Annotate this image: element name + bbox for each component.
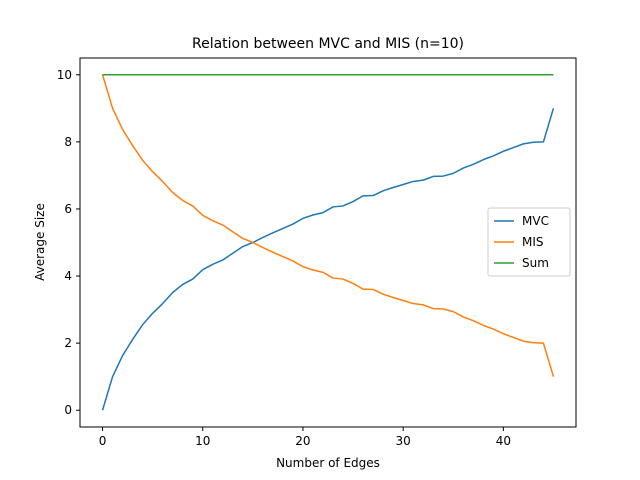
legend-label-mis: MIS: [522, 235, 544, 249]
x-axis-label: Number of Edges: [276, 456, 380, 470]
x-tick-label: 10: [195, 434, 210, 448]
series-layer: [101, 74, 555, 411]
x-tick-label: 40: [496, 434, 511, 448]
chart-title: Relation between MVC and MIS (n=10): [192, 36, 464, 52]
legend-label-sum: Sum: [522, 256, 549, 270]
legend-box: [487, 207, 571, 277]
x-tick-label: 0: [99, 434, 107, 448]
y-tick-label: 4: [64, 269, 72, 283]
x-tick-label: 30: [396, 434, 411, 448]
y-axis-label: Average Size: [33, 203, 47, 281]
y-tick-label: 8: [64, 135, 72, 149]
y-tick-label: 6: [64, 202, 72, 216]
legend: MVC MIS Sum: [487, 207, 571, 277]
series-line-mis: [101, 74, 555, 377]
y-tick-label: 0: [64, 403, 72, 417]
series-line-mvc: [101, 108, 555, 411]
x-tick-label: 20: [295, 434, 310, 448]
y-tick-label: 10: [57, 68, 72, 82]
y-tick-label: 2: [64, 336, 72, 350]
plot-frame: [79, 57, 577, 428]
legend-label-mvc: MVC: [522, 214, 549, 228]
ticks-layer: 0 10 20 30 40 0 2 4 6 8 10: [57, 68, 511, 448]
